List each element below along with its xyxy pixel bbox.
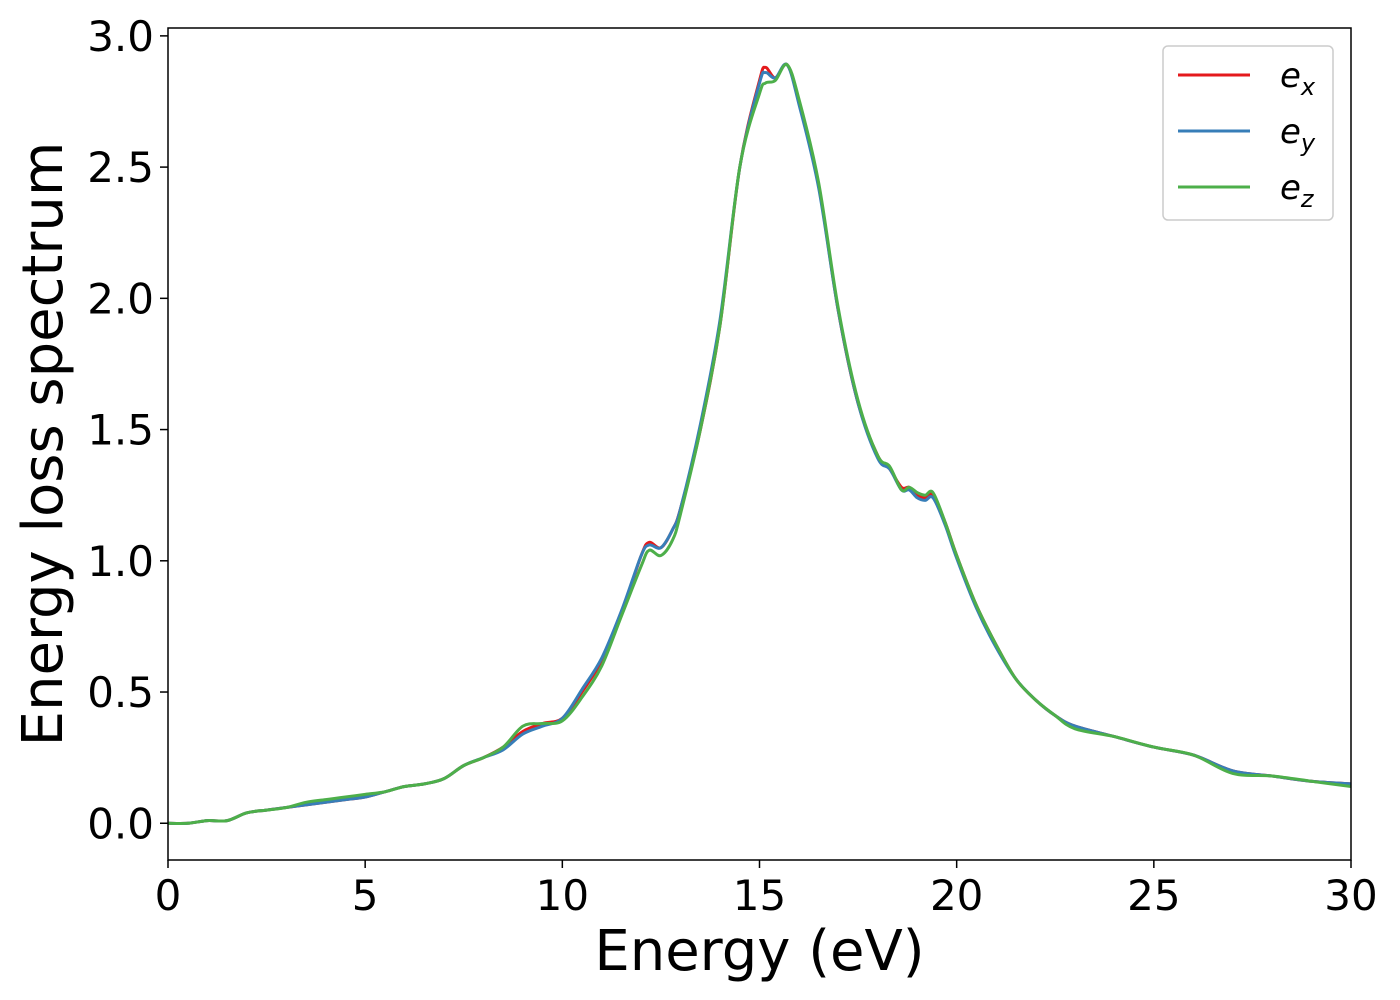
y-tick-label: 1.0	[87, 537, 154, 586]
y-axis-label: Energy loss spectrum	[11, 142, 76, 747]
y-tick-label: 2.0	[87, 274, 154, 323]
y-tick-label: 1.5	[87, 406, 154, 455]
legend-label: ez	[1280, 168, 1315, 213]
x-tick-label: 10	[536, 871, 589, 920]
x-tick-label: 25	[1127, 871, 1180, 920]
y-tick-label: 0.5	[87, 668, 154, 717]
x-tick-label: 20	[930, 871, 983, 920]
y-axis: 0.0 0.5 1.0 1.5 2.0 2.5 3.0	[87, 12, 168, 848]
x-tick-label: 30	[1324, 871, 1377, 920]
series-layer	[168, 62, 1351, 825]
x-tick-label: 5	[352, 871, 379, 920]
x-axis-label: Energy (eV)	[594, 919, 924, 984]
x-tick-label: 15	[733, 871, 786, 920]
y-tick-label: 0.0	[87, 799, 154, 848]
y-tick-label: 3.0	[87, 12, 154, 61]
y-tick-label: 2.5	[87, 143, 154, 192]
x-axis: 0 5 10 15 20 25 30	[155, 860, 1378, 920]
series-line-ez	[168, 62, 1351, 825]
x-tick-label: 0	[155, 871, 182, 920]
legend-box	[1162, 45, 1334, 221]
